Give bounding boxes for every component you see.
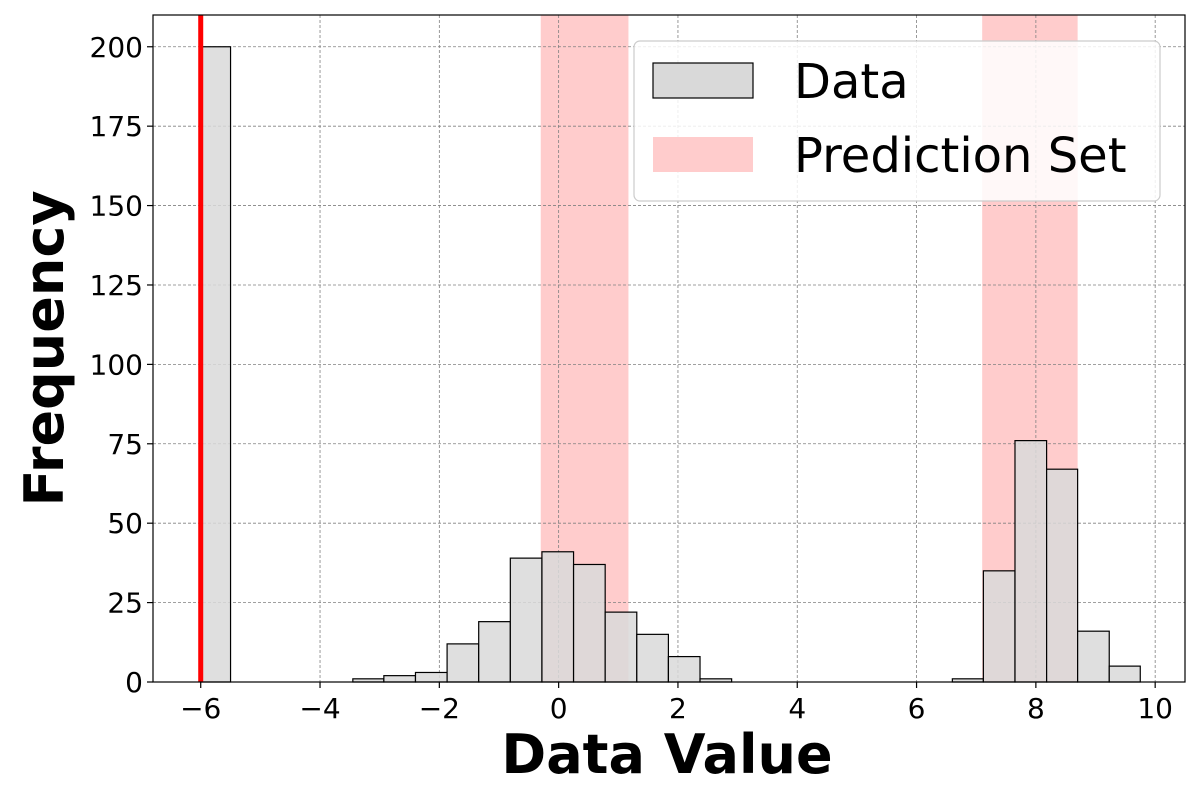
histogram-bar [604,611,638,683]
histogram-bar [572,563,606,683]
y-tick-label: 50 [107,507,143,540]
x-axis-title: Data Value [501,723,832,786]
x-tick-label: 2 [669,692,687,725]
y-tick-label: 200 [90,31,143,64]
plot-frame [152,14,1186,683]
legend: Data Prediction Set [633,40,1161,202]
y-tick-label: 25 [107,587,143,620]
histogram-bar [541,551,575,683]
legend-swatch-prediction-set [653,137,753,172]
y-tick-label: 75 [107,428,143,461]
legend-label-prediction-set: Prediction Set [794,128,1127,184]
histogram-bar [200,46,232,683]
legend-swatch-data [652,62,754,99]
histogram-bar [1108,665,1141,683]
histogram-bar [446,643,480,683]
histogram-bar [636,633,670,683]
legend-box [633,40,1161,202]
x-tick-label: −2 [419,692,460,725]
histogram-bar [1077,630,1110,683]
histogram-bar [478,621,511,683]
histogram-bar [414,671,448,683]
x-tick-label: −4 [299,692,340,725]
legend-label-data: Data [794,54,909,110]
y-axis-title: Frequency [13,190,76,506]
histogram-bar [509,557,543,683]
histogram-bar [667,655,701,683]
x-tick-label: 8 [1027,692,1045,725]
y-tick-label: 175 [90,110,143,143]
x-tick-label: 0 [550,692,568,725]
histogram-bar [383,675,417,683]
y-tick-label: 150 [90,190,143,223]
x-tick-label: 4 [788,692,806,725]
y-tick-label: 0 [125,666,143,699]
y-tick-label: 125 [90,269,143,302]
histogram-bars [200,46,1141,683]
x-tick-label: 6 [908,692,926,725]
x-tick-label: 10 [1137,692,1173,725]
histogram-bar [1046,468,1079,683]
histogram-bar [1014,440,1048,683]
histogram-bar [982,570,1016,683]
y-tick-label: 100 [90,348,143,381]
x-tick-label: −6 [180,692,221,725]
